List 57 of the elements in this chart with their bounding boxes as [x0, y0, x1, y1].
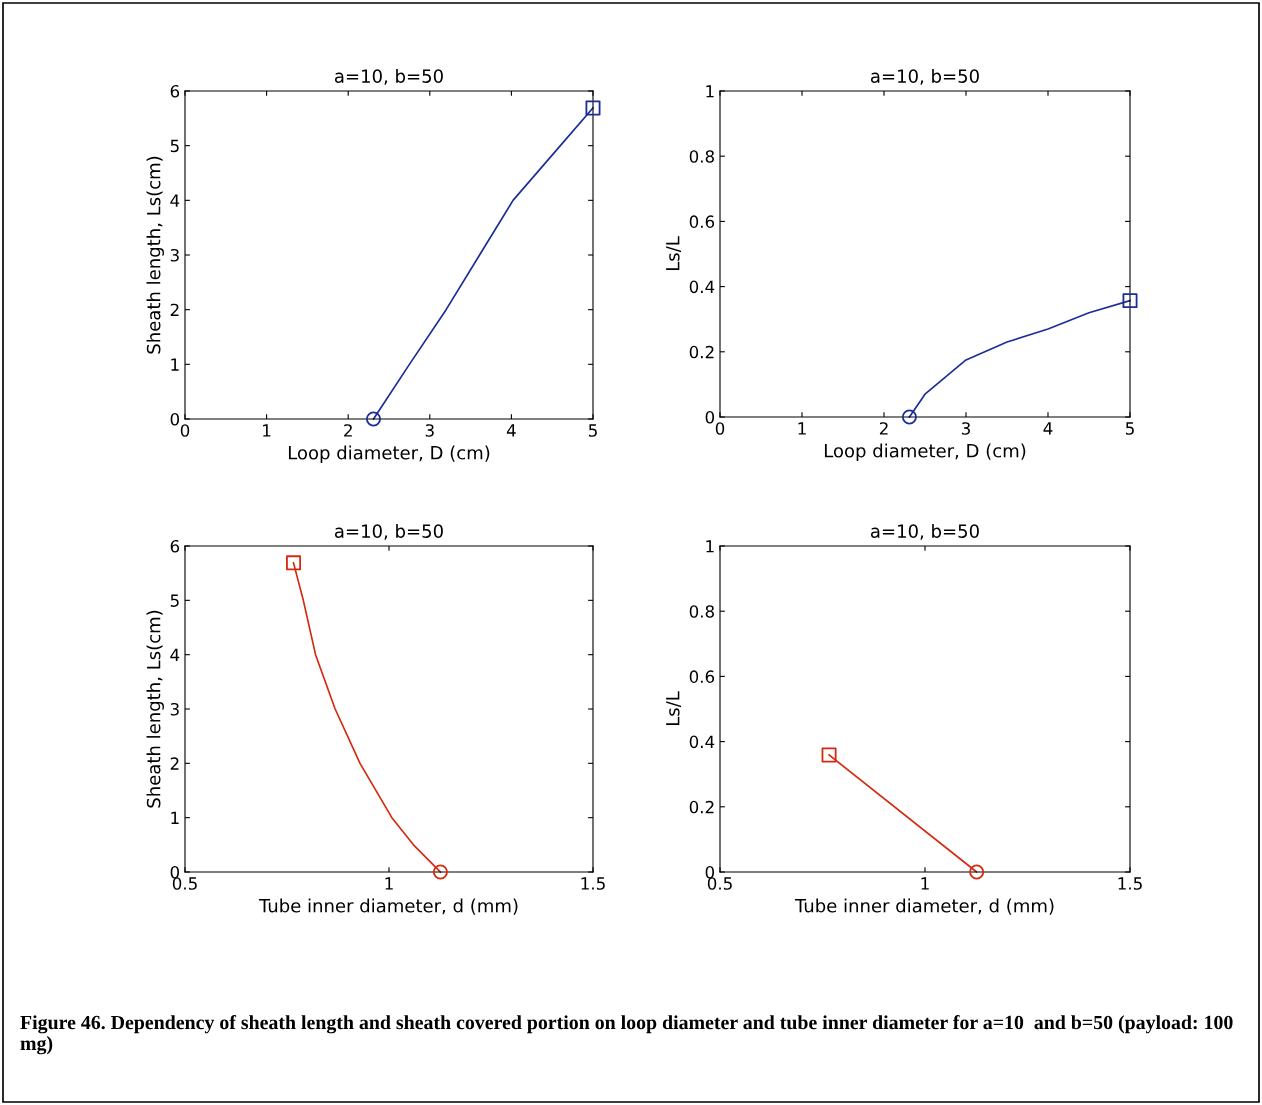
y-tick-label: 0 [705, 410, 715, 424]
y-tick-label: 0.8 [689, 605, 714, 618]
x-tick-label: 1 [798, 422, 806, 435]
x-tick-label: 0.5 [172, 877, 197, 890]
x-tick-label: 2 [879, 422, 888, 435]
y-tick-label: 1 [171, 358, 179, 371]
chart-title: a=10, b=50 [334, 523, 443, 540]
y-axis-title: Sheath length, Ls(cm) [146, 156, 164, 354]
y-axis-title: Ls/L [666, 236, 681, 271]
x-tick-label: 5 [588, 424, 597, 437]
y-tick-label: 0.2 [689, 800, 714, 814]
y-tick-label: 6 [170, 84, 180, 98]
y-tick-label: 1 [171, 811, 179, 824]
y-tick-label: 6 [170, 539, 180, 553]
y-axis-title: Sheath length, Ls(cm) [146, 610, 164, 808]
x-tick-label: 1 [385, 877, 393, 890]
x-tick-label: 5 [1125, 422, 1134, 435]
x-axis-title: Tube inner diameter, d (mm) [794, 898, 1054, 915]
y-tick-label: 0.4 [689, 735, 715, 749]
y-tick-label: 0.6 [689, 670, 715, 683]
x-axis-title: Loop diameter, D (cm) [288, 445, 490, 464]
chart-title: a=10, b=50 [334, 68, 443, 85]
x-tick-label: 4 [506, 424, 516, 437]
y-tick-label: 0.4 [689, 280, 715, 294]
x-tick-label: 0 [180, 424, 190, 437]
y-tick-label: 2 [170, 757, 179, 770]
x-tick-label: 1 [263, 424, 271, 437]
y-tick-label: 0.2 [689, 345, 714, 359]
y-tick-label: 3 [170, 248, 179, 262]
x-tick-label: 2 [344, 424, 352, 437]
y-tick-label: 5 [170, 594, 179, 607]
x-axis-title: Tube inner diameter, d (mm) [258, 898, 518, 915]
y-tick-label: 0 [705, 865, 715, 879]
y-tick-label: 4 [170, 194, 180, 207]
x-tick-label: 1.5 [1118, 877, 1142, 890]
y-tick-label: 0 [170, 865, 180, 879]
y-tick-label: 0.8 [689, 150, 714, 163]
y-tick-label: 0 [170, 412, 180, 426]
y-tick-label: 1 [706, 540, 714, 553]
y-tick-label: 1 [706, 85, 714, 98]
x-tick-label: 0 [715, 422, 725, 435]
chart-title: a=10, b=50 [870, 68, 979, 85]
y-tick-label: 2 [170, 303, 179, 316]
x-tick-label: 4 [1043, 422, 1053, 435]
y-tick-label: 3 [170, 702, 179, 716]
x-tick-label: 1.5 [581, 877, 605, 890]
x-tick-label: 1 [921, 877, 929, 890]
y-tick-label: 4 [170, 648, 180, 661]
x-tick-label: 3 [425, 424, 434, 437]
x-axis-title: Loop diameter, D (cm) [824, 443, 1026, 462]
x-tick-label: 3 [961, 422, 970, 435]
x-tick-label: 0.5 [707, 877, 732, 890]
y-tick-label: 0.6 [689, 215, 715, 228]
y-axis-title: Ls/L [666, 691, 681, 726]
chart-title: a=10, b=50 [870, 523, 979, 540]
y-tick-label: 5 [170, 139, 179, 153]
caption: Figure 46. Dependency of sheath length and sheath covered portion on loop diameter and tube inner diameter for a=10 and b=50 (payload: 100 mg) [20, 1015, 1233, 1055]
